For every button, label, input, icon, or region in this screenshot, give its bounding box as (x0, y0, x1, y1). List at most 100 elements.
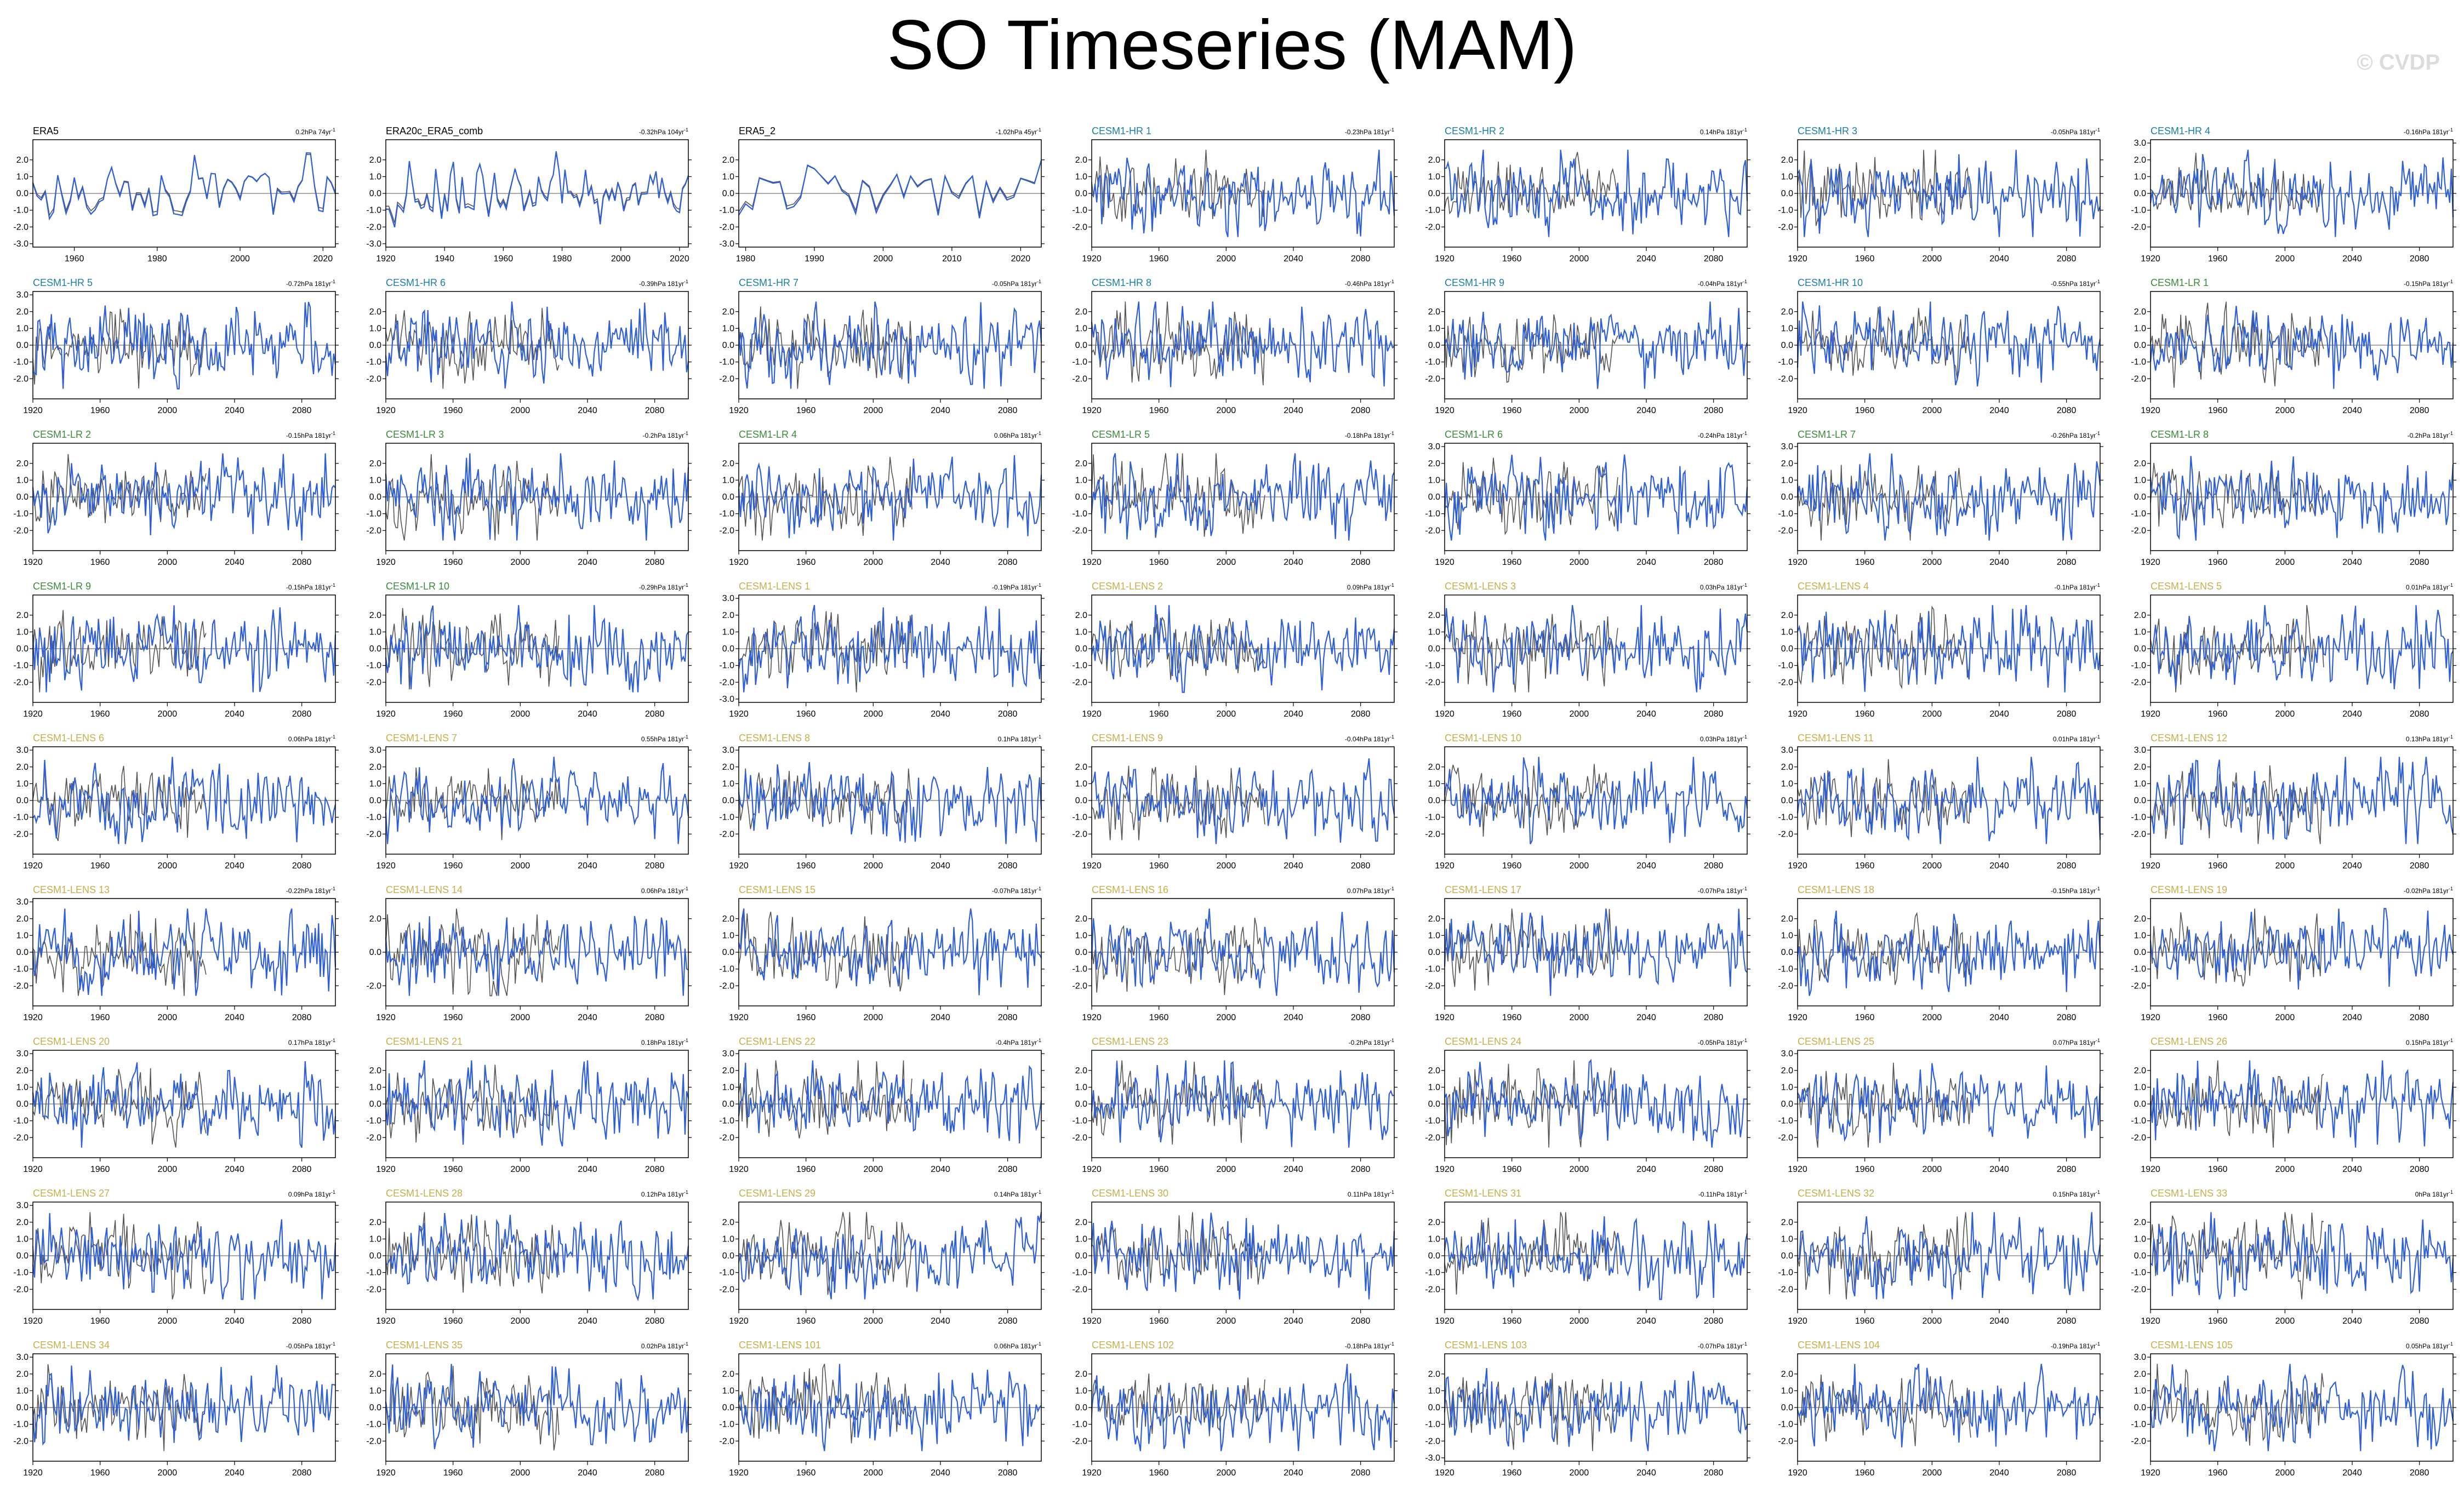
x-tick-label: 1920 (729, 1013, 749, 1022)
y-tick-label: 0.0 (722, 796, 734, 805)
x-tick-label: 1960 (796, 710, 816, 719)
trend-exponent: -1 (1743, 886, 1747, 891)
y-tick-label: -1.0 (1778, 510, 1793, 519)
obs-series-line (385, 308, 560, 389)
x-tick-label: 2080 (645, 1165, 665, 1174)
x-tick-label: 1920 (23, 406, 43, 415)
timeseries-panel: CESM1-LR 10 -0.29hPa 181yr-1 2.0 1.0 0.0 -1.0… (366, 581, 692, 719)
model-series-line (738, 605, 1042, 693)
x-tick-label: 1960 (1502, 254, 1522, 264)
y-tick-label: 2.0 (16, 914, 28, 924)
x-tick-label: 2080 (292, 710, 312, 719)
y-tick-label: 3.0 (2134, 139, 2146, 148)
panel-title: CESM1-LENS 104 (1798, 1340, 1880, 1351)
panel-title: ERA5 (33, 125, 59, 136)
y-tick-label: 0.0 (369, 341, 381, 350)
trend-label: -0.55hPa 181yr-1 (2051, 279, 2100, 288)
x-tick-label: 1960 (2208, 254, 2228, 264)
y-tick-label: -1.0 (1778, 661, 1793, 671)
trend-label: -0.04hPa 181yr-1 (1698, 279, 1747, 288)
y-tick-label: -1.0 (2131, 965, 2146, 974)
x-tick-label: 1960 (90, 1468, 110, 1478)
y-tick-label: -1.0 (366, 510, 381, 519)
trend-exponent: -1 (684, 886, 688, 891)
x-tick-label: 2080 (1704, 254, 1724, 264)
y-tick-label: 0.0 (2134, 1100, 2146, 1109)
y-tick-label: -2.0 (2131, 1285, 2146, 1294)
obs-series-line (1797, 307, 1971, 380)
x-tick-label: 2040 (1989, 710, 2009, 719)
trend-exponent: -1 (1743, 279, 1747, 284)
x-tick-label: 1960 (90, 710, 110, 719)
y-tick-label: 3.0 (16, 1049, 28, 1059)
obs-series-line (1091, 301, 1265, 386)
y-tick-label: 0.0 (369, 948, 381, 957)
model-series-line (32, 152, 336, 221)
y-tick-label: -1.0 (1778, 1117, 1793, 1126)
x-tick-label: 1920 (1788, 1165, 1807, 1174)
x-tick-label: 1960 (796, 1317, 816, 1326)
trend-label: 0.01hPa 181yr-1 (2053, 734, 2100, 743)
y-tick-label: 2.0 (2134, 763, 2146, 772)
trend-exponent: -1 (1390, 734, 1394, 740)
timeseries-panel: CESM1-HR 10 -0.55hPa 181yr-1 2.0 1.0 0.0 -1.0… (1778, 277, 2103, 415)
y-tick-label: 1.0 (1781, 1234, 1793, 1244)
obs-series-line (738, 768, 912, 835)
trend-exponent: -1 (2449, 431, 2453, 436)
x-tick-label: 1920 (729, 710, 749, 719)
y-tick-label: -3.0 (13, 239, 28, 249)
x-tick-label: 2000 (864, 1165, 883, 1174)
x-tick-label: 2080 (292, 1165, 312, 1174)
x-tick-label: 2080 (2057, 710, 2077, 719)
x-tick-label: 2040 (2342, 710, 2362, 719)
y-tick-label: 1.0 (16, 172, 28, 181)
model-series-line (1444, 605, 1748, 693)
x-tick-label: 2080 (2057, 1013, 2077, 1022)
x-tick-label: 1960 (90, 861, 110, 871)
x-tick-label: 2000 (158, 406, 178, 415)
x-tick-label: 1960 (443, 861, 463, 871)
trend-exponent: -1 (2096, 127, 2100, 133)
trend-exponent: -1 (1390, 431, 1394, 436)
y-tick-label: 1.0 (722, 324, 734, 333)
y-tick-label: -1.0 (1425, 510, 1440, 519)
panel-title: CESM1-LENS 10 (1445, 733, 1521, 743)
timeseries-panel: CESM1-LENS 2 0.09hPa 181yr-1 2.0 1.0 0.0 -1.0… (1072, 581, 1398, 719)
y-tick-label: 1.0 (1075, 476, 1087, 485)
model-series-line (1796, 453, 2101, 541)
y-tick-label: 2.0 (1428, 307, 1440, 317)
trend-label: -0.05hPa 181yr-1 (286, 1341, 335, 1350)
trend-exponent: -1 (1037, 1038, 1041, 1043)
panel-title: CESM1-LENS 101 (739, 1340, 821, 1351)
panel-title: CESM1-LR 9 (33, 581, 91, 592)
trend-exponent: -1 (2449, 1341, 2453, 1347)
x-tick-label: 2040 (1284, 1317, 1303, 1326)
panel-title: CESM1-LENS 16 (1092, 884, 1168, 895)
trend-exponent: -1 (2096, 582, 2100, 588)
x-tick-label: 1920 (729, 1317, 749, 1326)
x-tick-label: 1920 (1788, 1013, 1807, 1022)
y-tick-label: -2.0 (2131, 526, 2146, 535)
y-tick-label: -2.0 (2131, 222, 2146, 232)
y-tick-label: 0.0 (722, 948, 734, 957)
y-tick-label: 0.0 (1428, 341, 1440, 350)
y-tick-label: 0.0 (1075, 796, 1087, 805)
trend-label: 0.12hPa 181yr-1 (641, 1189, 688, 1198)
y-tick-label: -1.0 (366, 358, 381, 367)
trend-label: 0.15hPa 181yr-1 (2406, 1038, 2453, 1046)
timeseries-panel: CESM1-HR 1 -0.23hPa 181yr-1 2.0 1.0 0.0 -1.0 -… (1072, 125, 1398, 264)
y-tick-label: -1.0 (719, 510, 734, 519)
y-tick-label: -2.0 (1425, 678, 1440, 687)
x-tick-label: 1960 (796, 1013, 816, 1022)
y-tick-label: -3.0 (366, 239, 381, 249)
model-series-line (385, 301, 689, 389)
trend-label: -0.18hPa 181yr-1 (1345, 431, 1394, 439)
timeseries-panel: CESM1-LR 1 -0.15hPa 181yr-1 2.0 1.0 0.0 -1.0 -… (2131, 277, 2456, 415)
model-series-line (1444, 1368, 1748, 1451)
y-tick-label: 2.0 (1428, 914, 1440, 924)
x-tick-label: 2000 (1923, 1317, 1942, 1326)
model-series-line (738, 1060, 1042, 1143)
y-tick-label: -1.0 (1072, 358, 1087, 367)
x-tick-label: 1920 (1082, 1165, 1102, 1174)
y-tick-label: 2.0 (1075, 1066, 1087, 1075)
